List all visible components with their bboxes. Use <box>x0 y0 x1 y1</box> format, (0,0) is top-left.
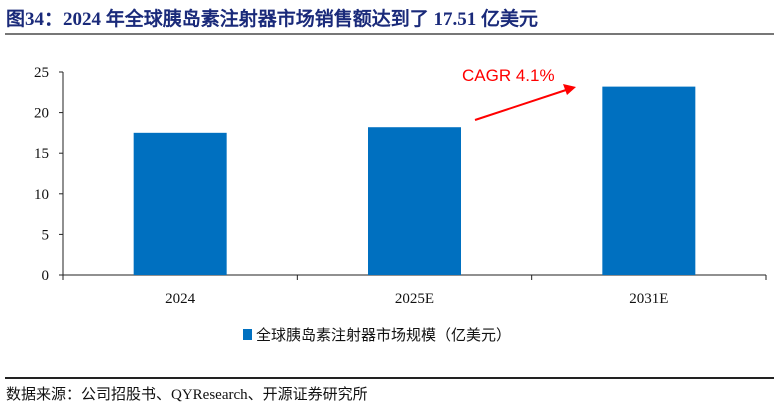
cagr-arrow-line <box>474 89 567 121</box>
y-tick-label: 25 <box>34 65 49 81</box>
legend-swatch <box>243 329 252 340</box>
y-tick-label: 10 <box>34 187 49 203</box>
x-tick-label: 2024 <box>165 291 196 307</box>
source-note: 数据来源：公司招股书、QYResearch、开源证券研究所 <box>6 387 368 403</box>
figure-title: 图34：2024 年全球胰岛素注射器市场销售额达到了 17.51 亿美元 <box>6 9 539 30</box>
y-tick-label: 20 <box>34 106 49 122</box>
legend-label: 全球胰岛素注射器市场规模（亿美元） <box>256 326 511 344</box>
y-tick-label: 15 <box>34 146 49 162</box>
y-tick-label: 0 <box>42 268 50 284</box>
x-tick-label: 2025E <box>395 291 434 307</box>
x-tick-label: 2031E <box>629 291 668 307</box>
footer-divider <box>5 377 774 379</box>
cagr-arrowhead-icon <box>563 84 576 95</box>
bar-2024 <box>133 132 227 275</box>
title-divider <box>5 33 774 35</box>
bar-2025E <box>368 127 461 275</box>
bar-2031E <box>602 86 696 275</box>
cagr-annotation: CAGR 4.1% <box>462 66 555 85</box>
y-tick-label: 5 <box>42 227 50 243</box>
